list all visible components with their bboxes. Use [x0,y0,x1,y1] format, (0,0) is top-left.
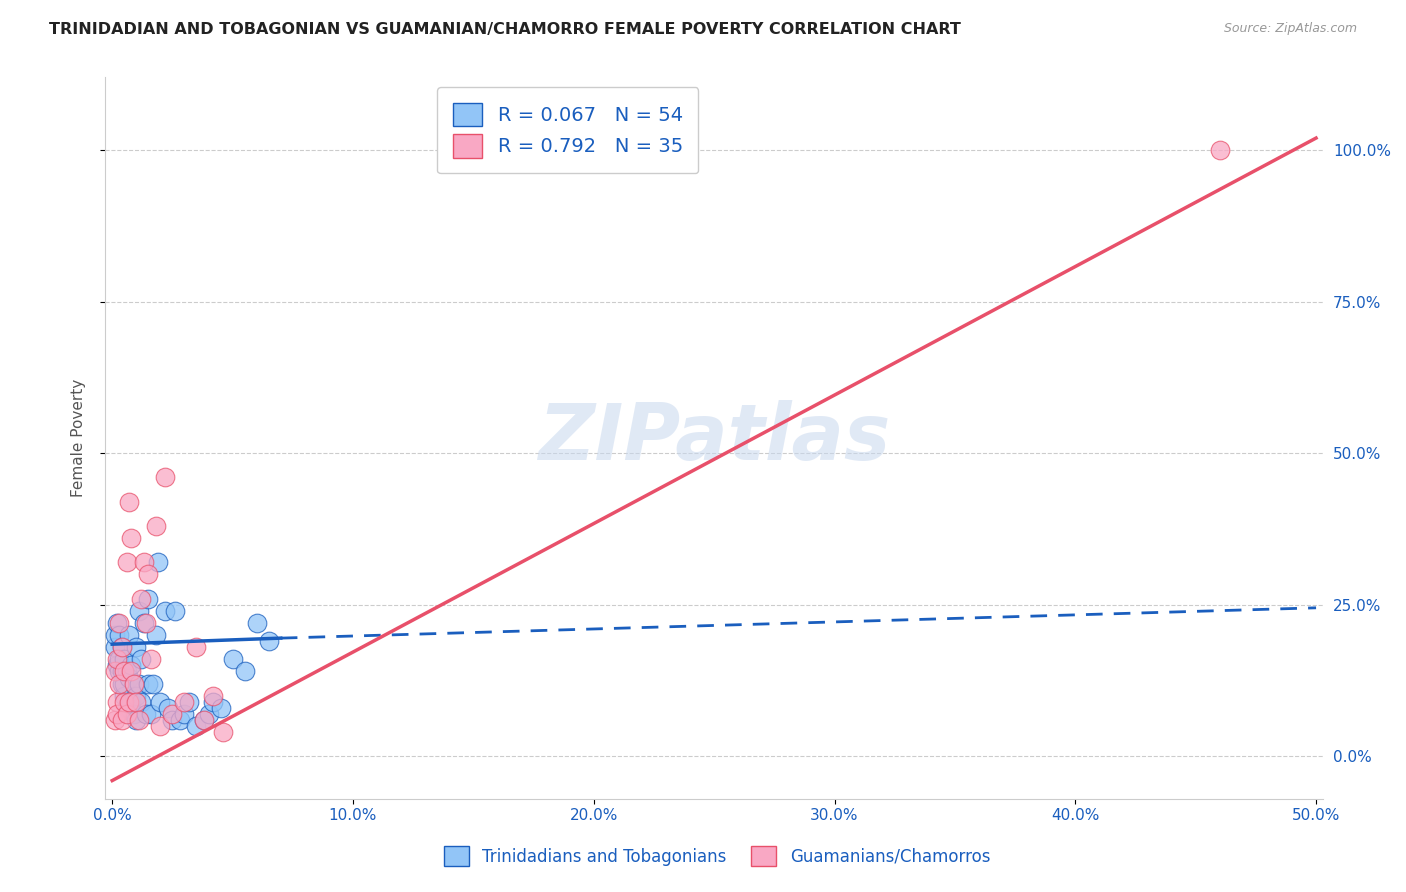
Point [104,665,127,679]
Point [149,695,172,709]
Point [149,719,172,733]
Text: TRINIDADIAN AND TOBAGONIAN VS GUAMANIAN/CHAMORRO FEMALE POVERTY CORRELATION CHAR: TRINIDADIAN AND TOBAGONIAN VS GUAMANIAN/… [49,22,962,37]
Point [209,701,232,715]
Point [145,628,167,642]
Point [129,652,152,666]
Point [122,676,145,690]
Point [246,615,269,630]
Point [115,701,138,715]
Point [156,701,179,715]
Point [108,652,131,666]
Point [197,706,219,721]
Point [146,555,169,569]
Point [136,567,159,582]
Point [105,658,128,673]
Legend: R = 0.067   N = 54, R = 0.792   N = 35: R = 0.067 N = 54, R = 0.792 N = 35 [437,87,699,174]
Point [121,658,143,673]
Point [173,695,195,709]
Point [118,494,141,508]
Point [136,591,159,606]
Point [173,706,195,721]
Legend: Trinidadians and Tobagonians, Guamanians/Chamorros: Trinidadians and Tobagonians, Guamanians… [437,839,997,873]
Point [115,665,138,679]
Point [136,676,159,690]
Point [115,706,138,721]
Point [112,665,135,679]
Point [105,615,128,630]
Point [135,615,157,630]
Point [139,706,162,721]
Point [118,695,141,709]
Point [111,640,134,655]
Point [118,628,141,642]
Point [111,665,134,679]
Point [108,628,131,642]
Point [162,713,184,727]
Point [122,706,145,721]
Point [186,640,208,655]
Point [122,676,145,690]
Point [221,652,243,666]
Point [125,713,148,727]
Point [142,676,165,690]
Point [105,706,128,721]
Point [202,695,225,709]
Text: Source: ZipAtlas.com: Source: ZipAtlas.com [1223,22,1357,36]
Point [257,634,280,648]
Point [128,604,150,618]
Point [163,604,186,618]
Point [153,604,176,618]
Point [169,713,191,727]
Text: ZIPatlas: ZIPatlas [538,401,890,476]
Point [108,615,131,630]
Point [139,652,162,666]
Point [111,640,134,655]
Point [129,591,152,606]
Point [186,719,208,733]
Point [202,689,225,703]
Point [121,665,143,679]
Y-axis label: Female Poverty: Female Poverty [72,379,86,497]
Point [118,701,141,715]
Point [112,652,135,666]
Point [145,519,167,533]
Point [125,640,148,655]
Point [104,640,127,655]
Point [115,555,138,569]
Point [212,725,235,739]
Point [121,695,143,709]
Point [112,689,135,703]
Point [193,713,215,727]
Point [104,628,127,642]
Point [129,695,152,709]
Point [193,713,215,727]
Point [162,706,184,721]
Point [125,695,148,709]
Point [112,676,135,690]
Point [125,689,148,703]
Point [132,615,155,630]
Point [132,555,155,569]
Point [108,676,131,690]
Point [153,470,176,484]
Point [111,676,134,690]
Point [104,713,127,727]
Point [179,695,201,709]
Point [1209,143,1232,157]
Point [108,665,131,679]
Point [128,676,150,690]
Point [112,695,135,709]
Point [135,706,157,721]
Point [111,713,134,727]
Point [105,695,128,709]
Point [233,665,256,679]
Point [118,671,141,685]
Point [105,652,128,666]
Point [128,713,150,727]
Point [121,531,143,545]
